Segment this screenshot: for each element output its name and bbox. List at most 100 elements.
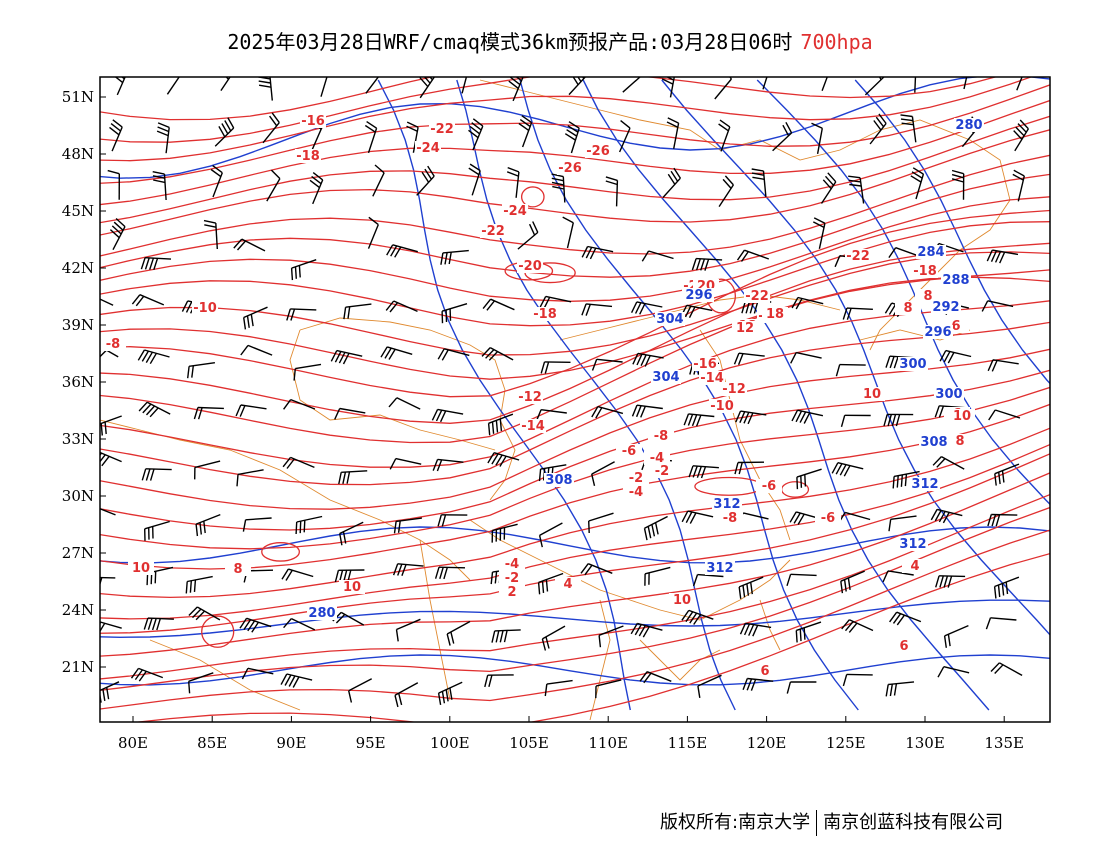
wind-barb xyxy=(233,238,266,252)
geopotential-label: 288 xyxy=(942,273,969,288)
border-line xyxy=(639,639,721,681)
wind-barb xyxy=(539,295,572,309)
temperature-contour-closed xyxy=(781,481,810,498)
map-frame xyxy=(99,76,1051,723)
wind-barb xyxy=(892,470,920,489)
temperature-label: 4 xyxy=(563,577,572,592)
wind-barb xyxy=(138,401,171,418)
wind-barb xyxy=(506,166,520,198)
wind-barb xyxy=(385,300,418,313)
temperature-contour-closed xyxy=(261,542,300,562)
wind-barb xyxy=(468,163,481,196)
wind-barb xyxy=(100,681,120,703)
lat-tick-label: 27N xyxy=(62,544,94,562)
wind-barb xyxy=(735,410,767,425)
wind-barb xyxy=(432,458,464,472)
temperature-label: -18 xyxy=(913,264,937,279)
wind-barb xyxy=(987,359,1019,372)
lat-tick-label: 45N xyxy=(62,202,94,220)
wind-barb xyxy=(508,77,524,102)
geopotential-contour xyxy=(100,77,1050,179)
wind-barb xyxy=(491,629,521,643)
wind-barb xyxy=(100,507,116,516)
wind-barb xyxy=(692,573,724,587)
wind-barb xyxy=(188,672,214,694)
temperature-contour xyxy=(100,154,1050,257)
temperature-label: -2 xyxy=(655,464,669,479)
wind-barb xyxy=(681,510,714,524)
temperature-label: -12 xyxy=(518,390,542,405)
temperature-label: -20 xyxy=(518,259,542,274)
temperature-label: -2 xyxy=(505,571,519,586)
wind-barb xyxy=(339,521,364,546)
lon-tick-label: 100E xyxy=(430,734,470,752)
border-line xyxy=(589,599,611,721)
lat-tick-label: 51N xyxy=(62,88,94,106)
lat-tick-label: 33N xyxy=(62,430,94,448)
temperature-contour xyxy=(100,529,1050,710)
temperature-label: 6 xyxy=(760,664,769,679)
temperature-label: -14 xyxy=(700,371,724,386)
wind-barb xyxy=(468,118,484,151)
wind-barb xyxy=(848,175,865,204)
wind-barb xyxy=(842,307,873,320)
geopotential-label: 308 xyxy=(920,435,947,450)
temperature-label: 10 xyxy=(863,387,881,402)
wind-barb xyxy=(535,409,567,422)
geopotential-label: 312 xyxy=(713,497,740,512)
wind-barb xyxy=(416,165,435,196)
wind-barb xyxy=(140,257,172,271)
wind-barb xyxy=(888,515,917,532)
wind-barb xyxy=(981,300,1014,312)
wind-barb xyxy=(166,77,180,95)
temperature-label: -4 xyxy=(650,451,664,466)
border-line xyxy=(419,539,451,701)
copyright-left: 版权所有:南京大学 xyxy=(660,812,811,833)
temperature-contour xyxy=(100,77,435,121)
geopotential-contour xyxy=(100,526,1050,564)
wind-barb xyxy=(386,244,418,258)
wind-barb xyxy=(394,682,419,708)
wind-barb xyxy=(786,681,817,694)
wind-barb xyxy=(517,221,539,250)
wind-barb xyxy=(389,457,422,470)
geopotential-label: 312 xyxy=(706,561,733,576)
temperature-contour xyxy=(100,77,1033,162)
wind-barb xyxy=(734,461,765,475)
temperature-label: -26 xyxy=(586,144,610,159)
lon-tick-label: 125E xyxy=(826,734,866,752)
wind-barb xyxy=(235,404,267,417)
temperature-contour-closed xyxy=(520,186,545,208)
wind-barb xyxy=(581,303,613,316)
geopotential-label: 280 xyxy=(955,118,982,133)
temperature-contour xyxy=(100,472,1050,657)
geopotential-label: 304 xyxy=(656,312,683,327)
geopotential-contour xyxy=(377,79,631,711)
wind-barb xyxy=(937,666,970,678)
temperature-contours xyxy=(100,77,1050,722)
wind-barb xyxy=(538,522,563,548)
wind-barb xyxy=(131,294,165,307)
wind-barb xyxy=(796,468,822,490)
wind-barb xyxy=(482,298,515,311)
temperature-label: -8 xyxy=(106,337,120,352)
temperature-contour xyxy=(100,115,1050,224)
wind-barb xyxy=(688,465,719,479)
geopotential-label: 304 xyxy=(652,370,679,385)
temperature-contour xyxy=(100,276,1050,380)
wind-barb xyxy=(437,348,470,361)
temperature-label: 2 xyxy=(507,585,516,600)
lat-tick-label: 30N xyxy=(62,487,94,505)
temperature-contour xyxy=(100,493,1050,680)
temperature-contour xyxy=(100,300,1050,468)
wind-barb xyxy=(840,570,865,594)
wind-barb xyxy=(951,169,965,200)
wind-barb xyxy=(266,169,281,202)
temperature-contour xyxy=(100,173,1050,278)
wind-barb xyxy=(993,576,1020,599)
wind-barb xyxy=(714,77,732,100)
wind-barb xyxy=(641,250,674,262)
wind-barb xyxy=(643,515,668,541)
temperature-label: -18 xyxy=(296,149,320,164)
wind-barb xyxy=(100,451,122,467)
